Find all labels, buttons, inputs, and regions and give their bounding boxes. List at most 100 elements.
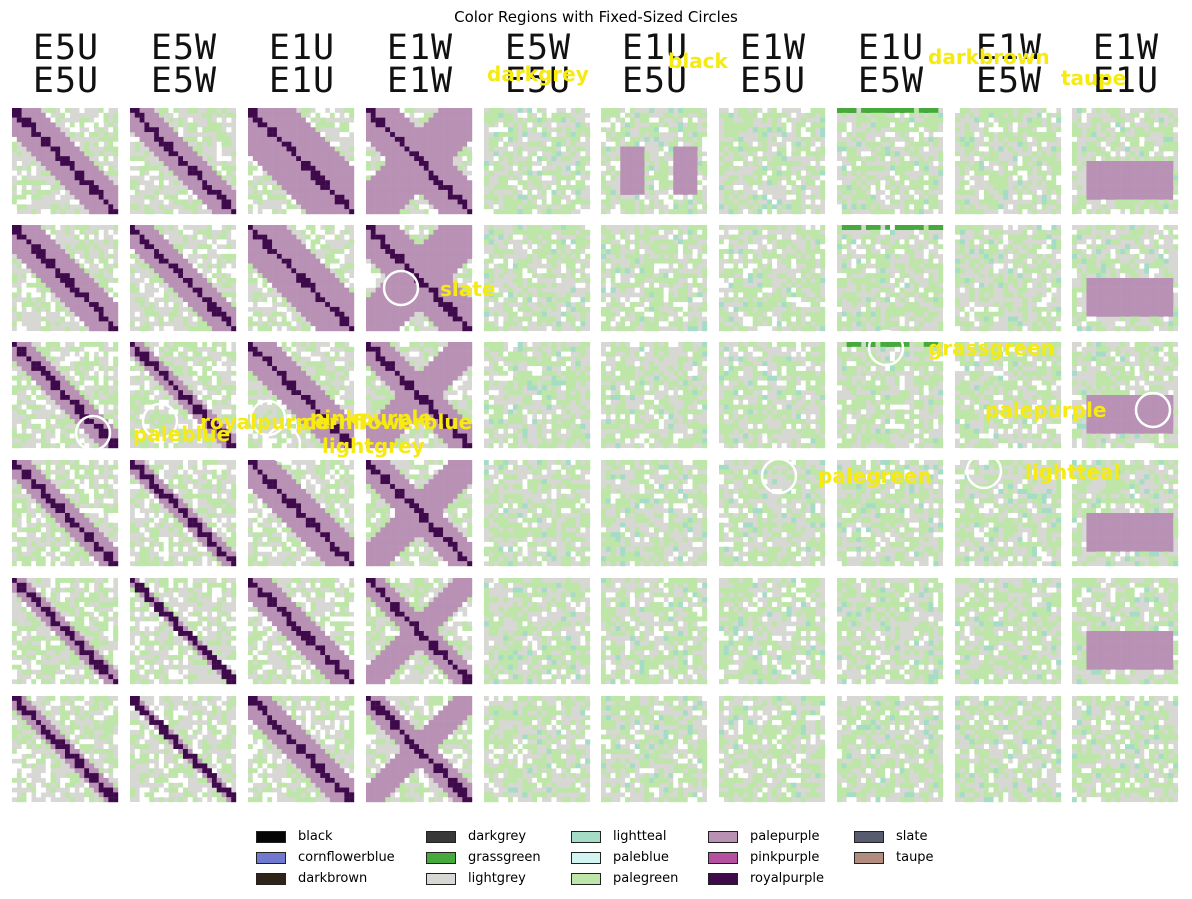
heatmap-panel-r4-c5 <box>601 578 708 685</box>
column-header-top: E1U <box>621 28 689 68</box>
annotation-paleblue: paleblue <box>133 422 231 446</box>
column-header-bottom: E5W <box>150 61 218 101</box>
heatmap-panel-r2-c6 <box>719 342 826 449</box>
legend-item-lightteal: lightteal <box>571 826 708 847</box>
legend-item-palegreen: palegreen <box>571 868 708 889</box>
legend-item-darkgrey: darkgrey <box>426 826 571 847</box>
heatmap-panel-r3-c1 <box>130 460 237 567</box>
heatmap-panel-r5-c5 <box>601 696 708 803</box>
marker-circle-0 <box>382 269 420 307</box>
legend-label: palegreen <box>613 871 679 886</box>
heatmap-panel-r0-c4 <box>484 108 591 215</box>
heatmap-panel-r5-c8 <box>955 696 1062 803</box>
column-header-bottom: E5U <box>739 61 807 101</box>
column-header-3: E1W E1W <box>356 26 484 100</box>
heatmap-panel-r0-c5 <box>601 108 708 215</box>
legend-item-paleblue: paleblue <box>571 847 708 868</box>
marker-circle-2 <box>141 402 179 440</box>
legend-label: slate <box>896 829 928 844</box>
legend-item-lightgrey: lightgrey <box>426 868 571 889</box>
legend: black cornflowerblue darkbrown darkgrey gras… <box>256 826 974 889</box>
heatmap-panel-r4-c1 <box>130 578 237 685</box>
heatmap-panel-r4-c4 <box>484 578 591 685</box>
heatmap-panel-r0-c0 <box>12 108 119 215</box>
heatmap-panel-r4-c2 <box>248 578 355 685</box>
column-header-top: E1W <box>739 28 807 68</box>
legend-label: taupe <box>896 850 934 865</box>
marker-circle-4 <box>264 425 302 463</box>
heatmap-panel-r5-c2 <box>248 696 355 803</box>
heatmap-panel-r3-c7 <box>837 460 944 567</box>
marker-circle-6 <box>1134 391 1172 429</box>
legend-item-pinkpurple: pinkpurple <box>708 847 854 868</box>
heatmap-panel-r1-c5 <box>601 225 708 332</box>
column-header-bottom: E1U <box>1092 61 1160 101</box>
heatmap-panel-r1-c6 <box>719 225 826 332</box>
heatmap-panel-r2-c2 <box>248 342 355 449</box>
legend-label: paleblue <box>613 850 669 865</box>
column-header-top: E1W <box>386 28 454 68</box>
heatmap-panel-r5-c1 <box>130 696 237 803</box>
column-header-top: E1W <box>1092 28 1160 68</box>
heatmap-panel-r4-c6 <box>719 578 826 685</box>
heatmap-panel-r2-c5 <box>601 342 708 449</box>
legend-swatch <box>256 872 286 885</box>
legend-swatch <box>708 851 738 864</box>
heatmap-panel-r2-c9 <box>1072 342 1179 449</box>
heatmap-panel-r4-c3 <box>366 578 473 685</box>
column-header-7: E1U E5W <box>827 26 955 100</box>
legend-item-slate: slate <box>854 826 974 847</box>
legend-item-taupe: taupe <box>854 847 974 868</box>
annotation-palepurple: palepurple <box>985 398 1107 422</box>
legend-swatch <box>426 830 456 843</box>
heatmap-panel-r5-c3 <box>366 696 473 803</box>
heatmap-panel-r3-c4 <box>484 460 591 567</box>
legend-swatch <box>426 872 456 885</box>
heatmap-panel-r0-c9 <box>1072 108 1179 215</box>
heatmap-panel-r0-c7 <box>837 108 944 215</box>
legend-swatch <box>256 830 286 843</box>
legend-label: grassgreen <box>468 850 541 865</box>
heatmap-panel-r1-c9 <box>1072 225 1179 332</box>
annotation-black: black <box>668 49 728 73</box>
heatmap-panel-r1-c3 <box>366 225 473 332</box>
heatmap-panel-r3-c6 <box>719 460 826 567</box>
legend-label: cornflowerblue <box>298 850 395 865</box>
legend-swatch <box>708 830 738 843</box>
heatmap-panel-r5-c9 <box>1072 696 1179 803</box>
annotation-palegreen: palegreen <box>818 464 932 488</box>
legend-item-royalpurple: royalpurple <box>708 868 854 889</box>
heatmap-panel-r0-c8 <box>955 108 1062 215</box>
legend-item-black: black <box>256 826 426 847</box>
heatmap-panel-r0-c6 <box>719 108 826 215</box>
annotation-darkbrown: darkbrown <box>928 45 1050 69</box>
annotation-lightgrey: lightgrey <box>322 434 425 458</box>
annotation-lightteal: lightteal <box>1025 460 1121 484</box>
heatmap-panel-r2-c3 <box>366 342 473 449</box>
column-header-bottom: E5W <box>975 61 1043 101</box>
heatmap-panel-r0-c1 <box>130 108 237 215</box>
annotation-darkgrey: darkgrey <box>487 62 589 86</box>
heatmap-panel-r4-c9 <box>1072 578 1179 685</box>
column-header-bottom: E5U <box>32 61 100 101</box>
marker-circle-8 <box>965 452 1003 490</box>
column-header-0: E5U E5U <box>2 26 130 101</box>
legend-label: royalpurple <box>750 871 824 886</box>
legend-swatch <box>854 830 884 843</box>
legend-label: lightgrey <box>468 871 526 886</box>
legend-item-darkbrown: darkbrown <box>256 868 426 889</box>
legend-item-cornflowerblue: cornflowerblue <box>256 847 426 868</box>
annotation-pinkpurple: pinkpurple <box>310 406 432 430</box>
column-header-top: E1U <box>857 28 925 68</box>
heatmap-panel-r1-c7 <box>837 225 944 332</box>
heatmap-panel-r1-c2 <box>248 225 355 332</box>
heatmap-panel-r0-c2 <box>248 108 355 215</box>
legend-item-grassgreen: grassgreen <box>426 847 571 868</box>
heatmap-panel-r2-c1 <box>130 342 237 449</box>
heatmap-panel-r3-c0 <box>12 460 119 567</box>
heatmap-panel-r1-c4 <box>484 225 591 332</box>
column-header-top: E1U <box>268 28 336 68</box>
annotation-royalpurple: royalpurple <box>200 410 331 434</box>
legend-swatch <box>571 851 601 864</box>
heatmap-panel-r2-c8 <box>955 342 1062 449</box>
